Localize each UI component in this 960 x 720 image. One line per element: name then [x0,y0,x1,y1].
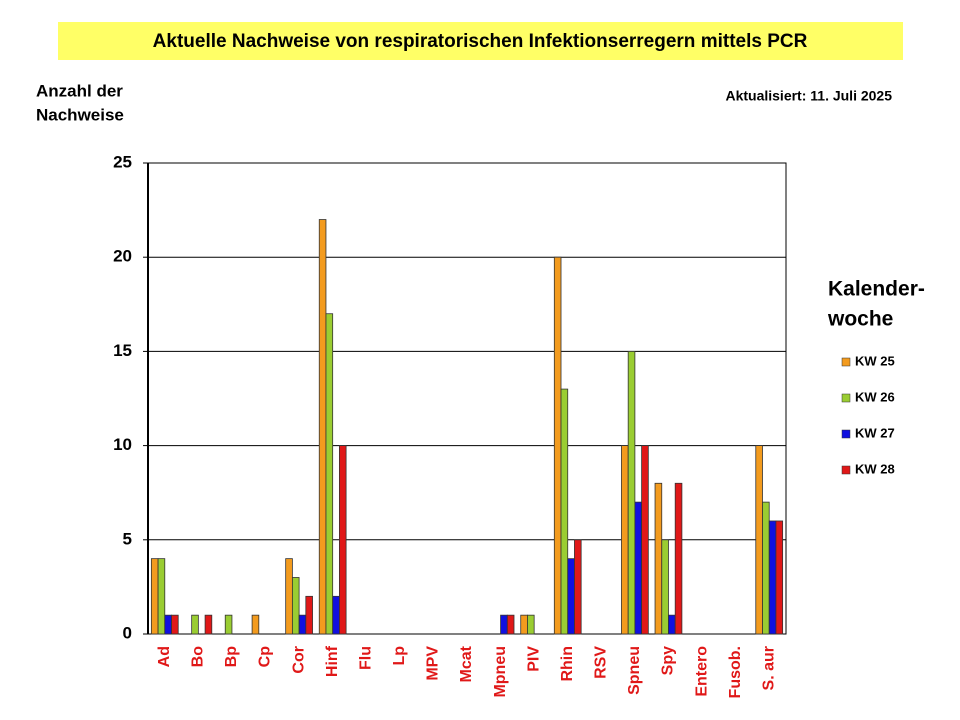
bar [305,595,313,635]
bar [768,520,777,635]
bar [251,614,260,635]
legend-swatch [841,465,851,475]
legend-label: KW 26 [855,389,895,404]
bar [553,256,562,635]
x-tick-label: Spneu [626,646,643,695]
bar [567,558,575,635]
bar [775,520,784,635]
bar [191,614,199,635]
bar [325,313,334,635]
legend-swatch [841,429,851,439]
bar [506,614,515,635]
x-tick-label: Cor [290,646,307,674]
x-tick-label: RSV [593,646,610,679]
x-tick-label: PIV [525,646,542,672]
bar [332,595,340,635]
legend-swatch [841,393,851,403]
x-tick-label: S. aur [760,646,777,690]
bar [627,350,636,635]
x-tick-label: Bp [223,646,240,668]
y-tick-label: 25 [113,152,132,171]
bar [527,614,535,635]
x-tick-label: Hinf [324,645,341,677]
legend-title: woche [827,308,893,331]
x-tick-label: Spy [660,646,677,675]
y-label: Anzahl der [36,81,123,100]
bar [654,482,663,635]
bar [157,558,166,635]
bar [668,614,676,635]
bar [150,558,159,635]
legend-label: KW 28 [855,461,895,476]
x-tick-label: Rhin [559,646,576,682]
y-tick-label: 15 [113,341,132,360]
bar [674,482,683,635]
x-tick-label: Entero [693,646,710,697]
x-tick-label: Bo [190,646,207,668]
legend-swatch [841,357,851,367]
bar [574,539,582,635]
bar [171,614,179,635]
bar [634,501,643,635]
x-tick-label: Fusob. [727,646,744,698]
y-tick-label: 5 [123,529,132,548]
bar [285,558,293,635]
bar [204,614,213,635]
title-box [58,22,903,60]
bar [298,614,307,635]
y-tick-label: 20 [113,247,132,266]
updated: Aktualisiert: 11. Juli 2025 [725,88,892,104]
bar [338,445,347,635]
bar [641,445,649,635]
bar [520,614,528,635]
bar [224,614,233,635]
x-tick-label: Ad [156,646,173,667]
bar [500,614,508,635]
x-tick-label: Flu [357,646,374,670]
y-tick-label: 0 [123,623,132,642]
x-tick-label: Cp [257,646,274,668]
bar [755,445,763,635]
bar [318,219,327,635]
bar [661,539,669,635]
x-tick-label: Mcat [458,645,475,682]
legend-label: KW 27 [855,425,895,440]
x-tick-label: Mpneu [492,646,509,698]
x-tick-label: Lp [391,646,408,666]
plot-area [147,162,787,635]
legend-label: KW 25 [855,353,895,368]
y-label: Nachweise [36,105,124,124]
bar [560,388,569,635]
legend-title: Kalender- [828,278,925,301]
bar [762,501,770,635]
bar [164,614,172,635]
bar [291,577,300,635]
bar [621,445,629,635]
chart-title: Aktuelle Nachweise von respiratorischen … [153,31,808,52]
y-tick-label: 10 [113,435,132,454]
x-tick-label: MPV [425,646,442,681]
